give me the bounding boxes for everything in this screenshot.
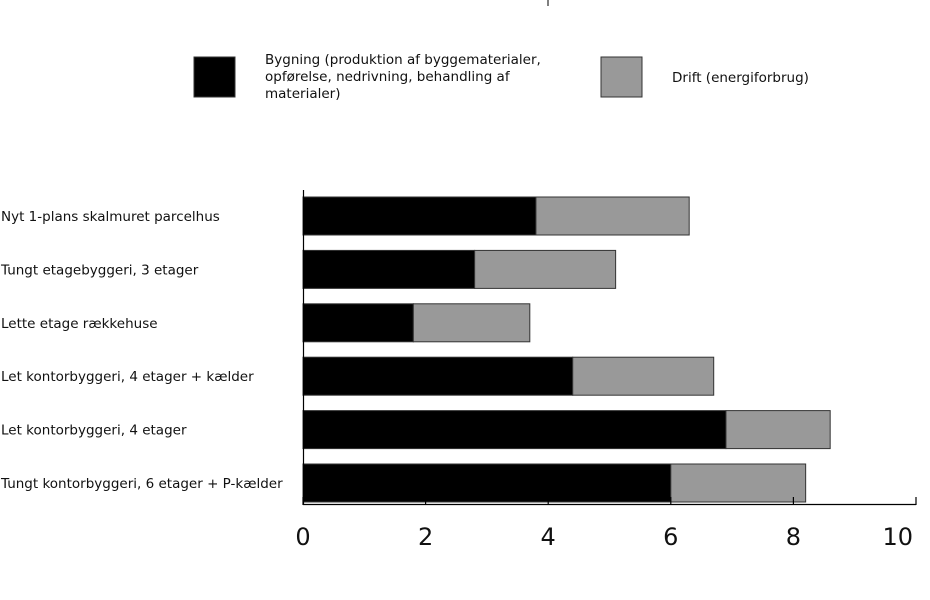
bar-bygning-3: [302, 303, 414, 343]
legend-label-1: Bygning (produktion af byggematerialer, o…: [265, 52, 541, 102]
bars: [302, 196, 831, 503]
bar-bygning-6: [302, 463, 672, 503]
category-label-3: Lette etage rækkehuse: [1, 316, 158, 332]
bar-drift-5: [725, 410, 831, 450]
category-labels: Nyt 1-plans skalmuret parcelhus Tungt eta…: [0, 209, 283, 492]
bar-bygning-4: [302, 356, 574, 396]
legend-label-1-line: Bygning (produktion af byggematerialer,: [265, 52, 541, 68]
category-label-2: Tungt etagebyggeri, 3 etager: [0, 262, 199, 278]
category-label-5: Let kontorbyggeri, 4 etager: [1, 423, 187, 439]
bar-bygning-2: [302, 249, 476, 289]
bar-drift-4: [572, 356, 715, 396]
bar-drift-3: [412, 303, 531, 343]
legend-swatch-2: [600, 56, 643, 98]
bar-bygning-5: [302, 410, 727, 450]
x-tick-label: 10: [882, 523, 913, 551]
x-ticks: 0 2 4 6 8 10: [295, 497, 917, 551]
x-tick-label: 4: [541, 523, 556, 551]
category-label-1: Nyt 1-plans skalmuret parcelhus: [1, 209, 220, 225]
bar-bygning-1: [302, 196, 537, 236]
x-tick-label: 8: [786, 523, 801, 551]
bar-drift-1: [535, 196, 690, 236]
x-tick-label: 6: [663, 523, 678, 551]
legend-label-1-line: opførelse, nedrivning, behandling af: [265, 69, 511, 85]
legend-label-1-line: materialer): [265, 86, 340, 102]
bar-drift-6: [670, 463, 807, 503]
legend-label-2-line: Drift (energiforbrug): [672, 70, 809, 86]
axes: [302, 190, 916, 506]
category-label-4: Let kontorbyggeri, 4 etager + kælder: [1, 369, 254, 385]
category-label-6: Tungt kontorbyggeri, 6 etager + P-kælder: [0, 476, 283, 492]
legend-label-2: Drift (energiforbrug): [672, 70, 809, 86]
x-tick-label: 0: [295, 523, 310, 551]
legend-swatch-1: [193, 56, 236, 98]
legend: Bygning (produktion af byggematerialer, o…: [193, 52, 809, 102]
x-tick-label: 2: [418, 523, 433, 551]
bar-drift-2: [474, 249, 617, 289]
